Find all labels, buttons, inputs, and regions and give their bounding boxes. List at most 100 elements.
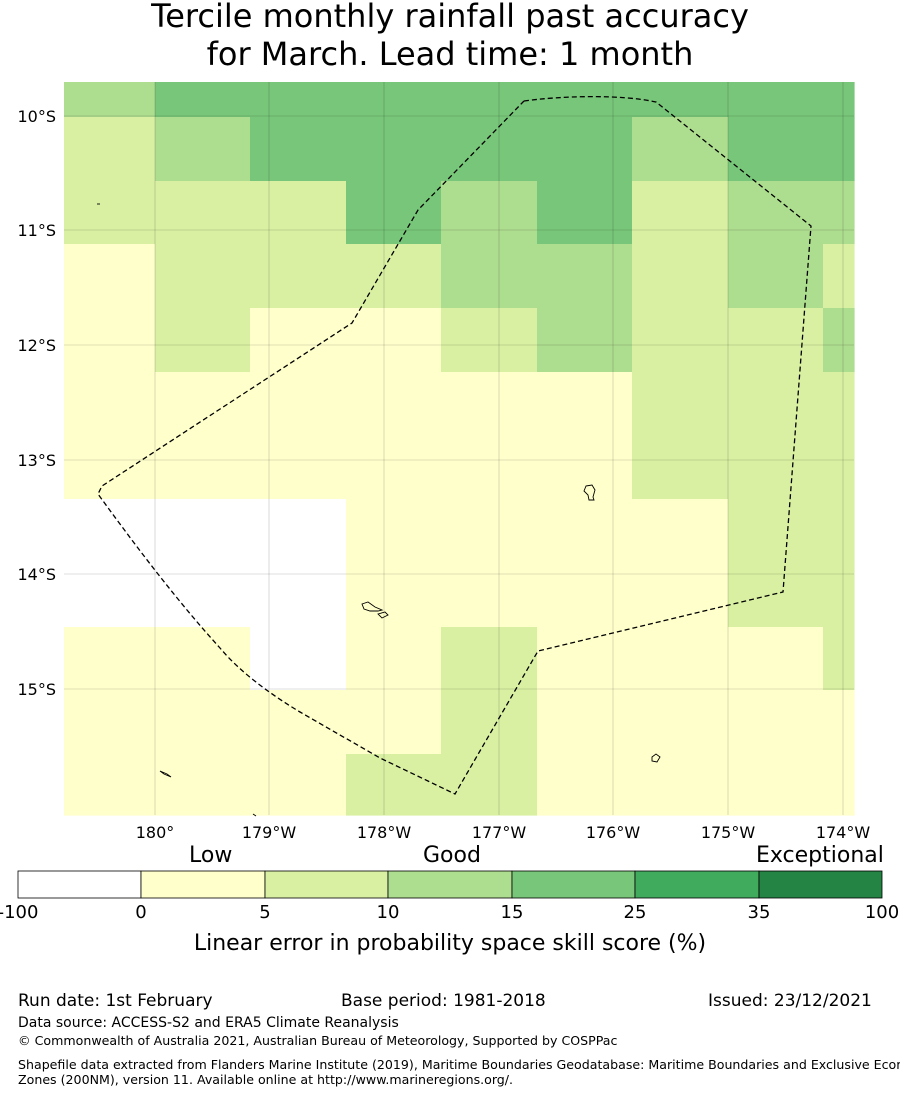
- grid-cell: [728, 308, 824, 373]
- lon-tick-label: 179°W: [242, 823, 297, 842]
- grid-cell: [823, 627, 855, 691]
- grid-cell: [64, 117, 156, 182]
- grid-cell: [64, 244, 156, 309]
- title-line-2: for March. Lead time: 1 month: [206, 35, 694, 73]
- grid-cell: [728, 181, 824, 245]
- grid-cell: [728, 82, 824, 118]
- latitude-ticks: 10°S 11°S 12°S 13°S 14°S 15°S: [17, 107, 56, 699]
- lon-tick-label: 178°W: [357, 823, 412, 842]
- colorbar-segment: [264, 870, 389, 899]
- skill-grid: [64, 82, 855, 816]
- lat-tick-label: 10°S: [17, 107, 56, 126]
- colorbar-segment: [634, 870, 760, 899]
- grid-cell: [250, 499, 347, 628]
- base-period: Base period: 1981-2018: [341, 991, 546, 1011]
- colorbar-segment: [17, 870, 142, 899]
- grid-cell: [441, 690, 538, 755]
- grid-cell: [632, 499, 729, 628]
- grid-cell: [346, 181, 442, 245]
- grid-cell: [537, 690, 633, 755]
- grid-cell: [250, 754, 347, 816]
- grid-cell: [441, 181, 538, 245]
- island-4: [651, 753, 661, 763]
- colorbar-bound-label: 25: [623, 902, 647, 923]
- grid-cell: [632, 308, 729, 373]
- grid-cell: [537, 499, 633, 628]
- grid-cell: [64, 499, 156, 628]
- legend-category-good: Good: [423, 843, 481, 868]
- grid-cell: [64, 82, 156, 118]
- grid-cell: [155, 372, 251, 500]
- lon-tick-label: 175°W: [701, 823, 756, 842]
- grid-cell: [155, 754, 251, 816]
- colorbar-segment: [758, 870, 883, 899]
- grid-cell: [346, 82, 442, 118]
- grid-cell: [250, 308, 347, 373]
- grid-cell: [537, 308, 633, 373]
- legend-category-low: Low: [189, 843, 233, 868]
- island-2: [361, 601, 384, 612]
- island-7: [252, 813, 257, 817]
- colorbar-bound-label: 0: [135, 902, 147, 923]
- grid-cell: [346, 117, 442, 182]
- grid-cell: [346, 244, 442, 309]
- title-line-1: Tercile monthly rainfall past accuracy: [151, 0, 749, 35]
- grid-cell: [250, 181, 347, 245]
- grid-cell: [632, 82, 729, 118]
- lon-tick-label: 177°W: [472, 823, 527, 842]
- island-3: [377, 611, 389, 619]
- grid-cell: [632, 627, 729, 691]
- grid-cell: [823, 82, 855, 118]
- colorbar-segment: [387, 870, 513, 899]
- grid-cell: [632, 181, 729, 245]
- grid-cell: [250, 627, 347, 691]
- grid-cell: [250, 117, 347, 182]
- grid-cell: [64, 181, 156, 245]
- grid-cell: [537, 627, 633, 691]
- grid-cell: [441, 244, 538, 309]
- grid-cell: [537, 82, 633, 118]
- colorbar-segment: [140, 870, 266, 899]
- island-outlines: [97, 203, 661, 817]
- grid-cell: [537, 117, 633, 182]
- grid-cell: [64, 627, 156, 691]
- grid-cell: [823, 308, 855, 373]
- grid-cell: [823, 372, 855, 500]
- grid-cell: [64, 754, 156, 816]
- eez-boundary: [97, 95, 812, 795]
- lat-tick-label: 13°S: [17, 451, 56, 470]
- colorbar-bound-label: -100: [0, 902, 39, 923]
- grid-cell: [155, 117, 251, 182]
- map-title: Tercile monthly rainfall past accuracy f…: [0, 0, 900, 73]
- grid-cell: [728, 244, 824, 309]
- grid-cell: [155, 308, 251, 373]
- grid-cell: [728, 627, 824, 691]
- grid-cell: [155, 627, 251, 691]
- island-1: [583, 484, 596, 501]
- grid-cell: [441, 754, 538, 816]
- shapefile-credit-1: Shapefile data extracted from Flanders M…: [18, 1057, 900, 1072]
- colorbar-bound-label: 5: [259, 902, 271, 923]
- grid-cell: [441, 82, 538, 118]
- grid-cell: [346, 754, 442, 816]
- grid-cell: [537, 244, 633, 309]
- grid-cell: [823, 499, 855, 628]
- lon-tick-label: 176°W: [586, 823, 641, 842]
- grid-cell: [823, 117, 855, 182]
- grid-cell: [728, 117, 824, 182]
- grid-cell: [441, 499, 538, 628]
- legend-category-exceptional: Exceptional: [756, 843, 884, 868]
- grid-cell: [250, 82, 347, 118]
- lat-tick-label: 14°S: [17, 565, 56, 584]
- grid-cell: [346, 372, 442, 500]
- grid-cell: [346, 627, 442, 691]
- lat-tick-label: 15°S: [17, 680, 56, 699]
- grid-cell: [441, 627, 538, 691]
- grid-cell: [728, 499, 824, 628]
- grid-cell: [346, 690, 442, 755]
- colorbar-bound-label: 15: [500, 902, 524, 923]
- graticule: [64, 82, 854, 815]
- lon-tick-label: 180°: [136, 823, 175, 842]
- grid-cell: [728, 372, 824, 500]
